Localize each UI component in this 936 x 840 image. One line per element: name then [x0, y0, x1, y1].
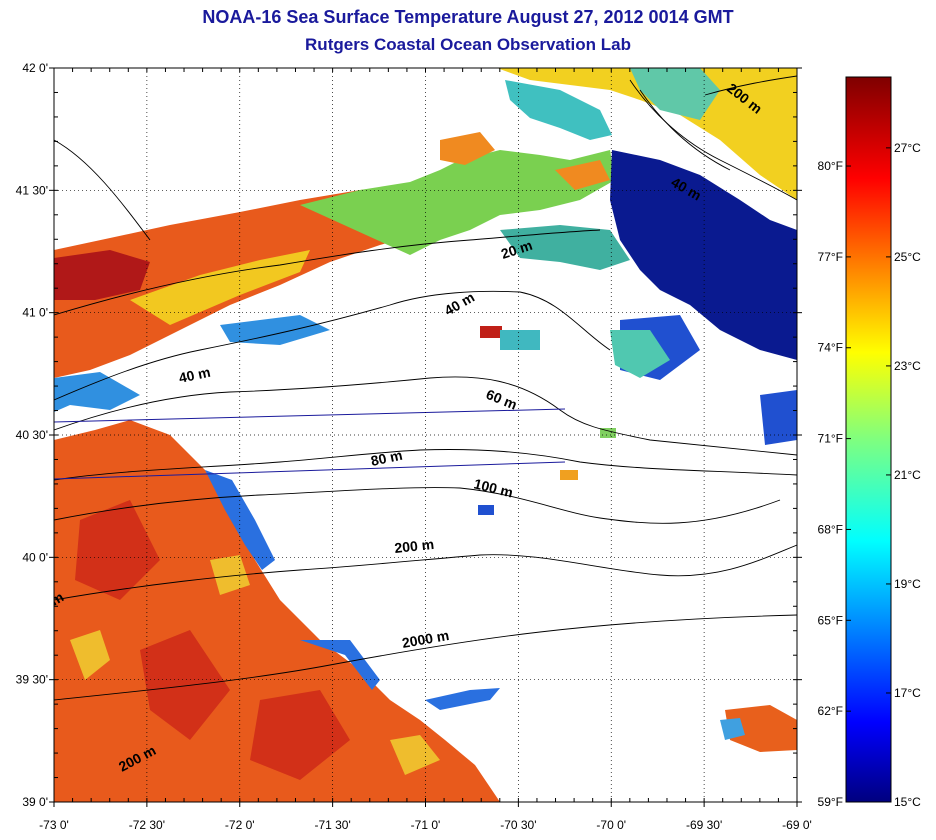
lat-tick-label: 39 0' [22, 795, 48, 809]
colorbar-c-label: 27°C [894, 141, 921, 155]
colorbar-c-label: 17°C [894, 686, 921, 700]
colorbar-c-label: 21°C [894, 468, 921, 482]
lon-tick-label: -70 0' [596, 818, 626, 832]
sst-speck-2 [500, 330, 540, 350]
colorbar-axis: 27°C 25°C 23°C 21°C 19°C 17°C 15°C 80°F 77°F 74°F… [818, 141, 922, 809]
lon-tick-label: -71 0' [411, 818, 441, 832]
colorbar-f-label: 62°F [818, 704, 843, 718]
colorbar-f-label: 59°F [818, 795, 843, 809]
lat-tick-label: 42 0' [22, 61, 48, 75]
colorbar-f-label: 80°F [818, 159, 843, 173]
colorbar-f-label: 71°F [818, 432, 843, 446]
map-title: NOAA-16 Sea Surface Temperature August 2… [202, 7, 734, 27]
lon-tick-label: -69 30' [686, 818, 722, 832]
colorbar-c-label: 25°C [894, 250, 921, 264]
colorbar-f-label: 74°F [818, 341, 843, 355]
sst-speck-3 [560, 470, 578, 480]
lat-tick-label: 40 30' [16, 428, 48, 442]
sst-hot-patches [75, 500, 350, 780]
coastal-mixed-water [300, 150, 615, 255]
cape-cod-bay-cool [505, 80, 612, 140]
sst-hot-north-coast [54, 250, 150, 300]
colorbar-f-label: 68°F [818, 522, 843, 536]
lat-tick-label: 41 0' [22, 306, 48, 320]
lon-tick-label: -69 0' [782, 818, 812, 832]
sst-plot-area: 20 m 40 m 40 m 60 m 80 m 100 m 200 m 200… [54, 68, 797, 802]
sst-mild-north-band [130, 250, 310, 325]
colorbar-c-label: 19°C [894, 577, 921, 591]
contour-label-40m-west: 40 m [177, 364, 212, 386]
lon-tick-label: -72 0' [225, 818, 255, 832]
sst-speck-1 [480, 326, 502, 338]
colorbar-f-label: 77°F [818, 250, 843, 264]
lon-tick-label: -72 30' [129, 818, 165, 832]
colorbar-c-label: 15°C [894, 795, 921, 809]
latitude-axis: 42 0' 41 30' 41 0' 40 30' 40 0' 39 30' 39 0' [16, 61, 802, 809]
longitude-axis: -73 0' -72 30' -72 0' -71 30' -71 0' -70 30' -… [39, 68, 812, 832]
lat-tick-label: 39 30' [16, 673, 48, 687]
colorbar-c-label: 23°C [894, 359, 921, 373]
colorbar-f-label: 65°F [818, 613, 843, 627]
contour-label-200m: 200 m [394, 536, 435, 556]
map-subtitle: Rutgers Coastal Ocean Observation Lab [305, 35, 631, 54]
gulf-of-maine-cyan [630, 68, 720, 120]
colorbar [845, 76, 892, 803]
lon-tick-label: -70 30' [500, 818, 536, 832]
contour-label-80m: 80 m [369, 447, 404, 469]
sst-east-patch [725, 705, 797, 752]
lat-tick-label: 41 30' [16, 183, 48, 197]
sst-cool-front [205, 470, 500, 710]
bathymetry-contours [54, 75, 797, 701]
sst-cool-north-edge [54, 315, 330, 412]
lat-tick-label: 40 0' [22, 550, 48, 564]
lon-tick-label: -73 0' [39, 818, 69, 832]
georges-bank-blue [620, 315, 797, 445]
nantucket-shoals-water [500, 225, 630, 270]
coastal-warm-bits [440, 132, 610, 190]
lon-tick-label: -71 30' [314, 818, 350, 832]
gulf-of-maine-mild [497, 68, 797, 200]
sst-mild-patches [70, 555, 440, 775]
sst-speck-4 [600, 428, 616, 438]
sst-speck-5 [478, 505, 494, 515]
sst-east-patch-cool [720, 718, 745, 740]
georges-bank-cyan [610, 330, 670, 378]
georges-bank-cold [610, 150, 797, 360]
